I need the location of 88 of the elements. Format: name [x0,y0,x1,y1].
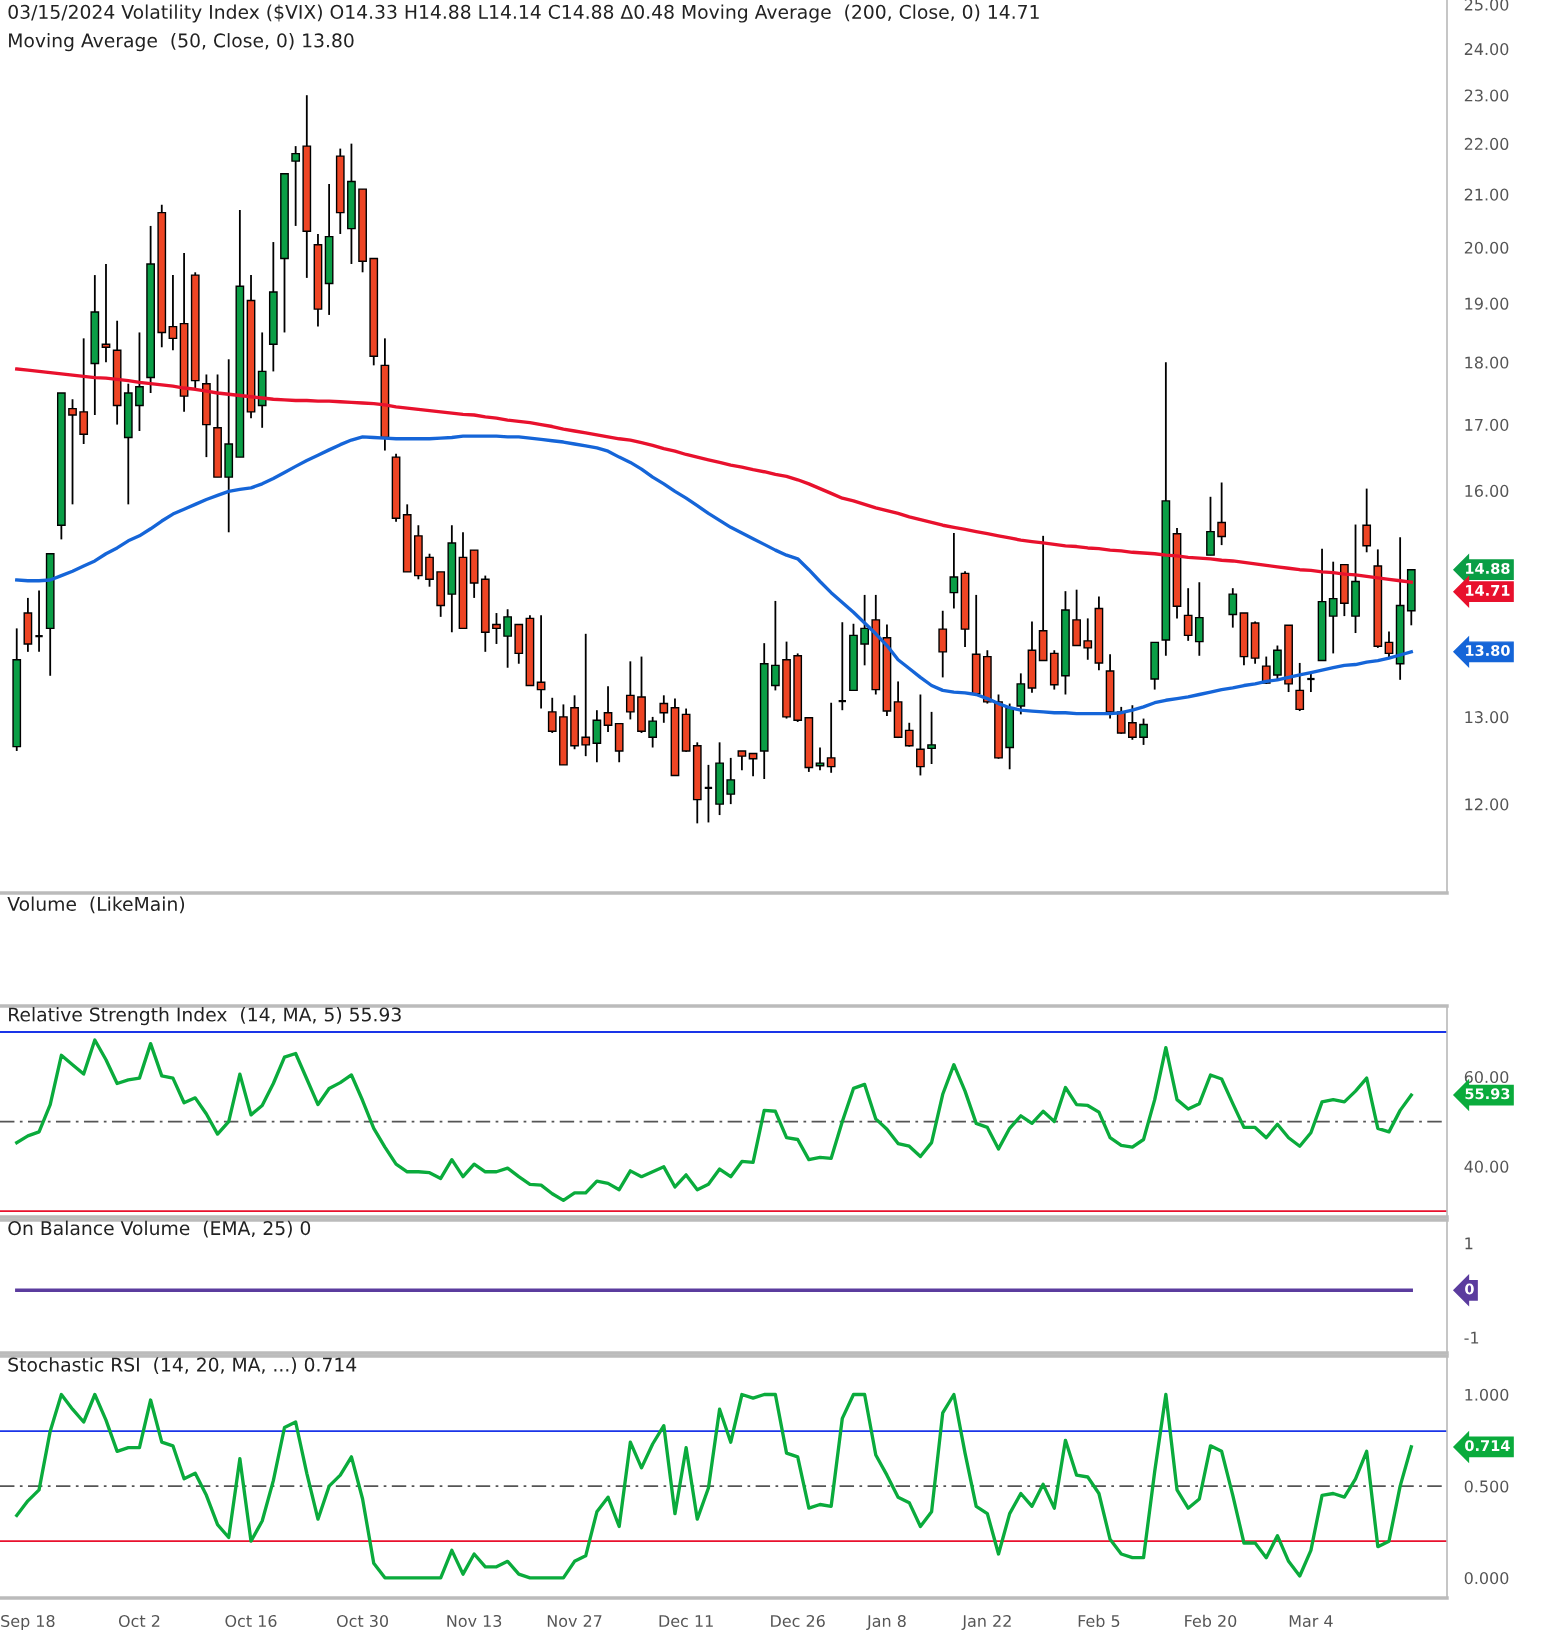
candlestick [1362,487,1372,554]
x-tick-label: Jan 8 [866,1614,906,1630]
chart-title: Stochastic RSI (14, 20, MA, ...) 0.714 [8,1357,357,1374]
y-tick-label: 24.00 [1464,43,1509,56]
x-tick-label: Oct 16 [225,1614,277,1628]
y-tick-label: 21.00 [1464,188,1509,201]
y-tick-label: 60.00 [1464,1071,1509,1084]
candlestick [592,709,602,764]
candlestick [1328,560,1338,655]
candlestick [1295,662,1305,712]
text: Moving Average (50, Close, 0) 13.80 [9,33,354,52]
line-series [15,1038,1413,1203]
x-tick-label: Nov 27 [547,1614,602,1628]
candlestick [1228,587,1238,629]
candlestick [168,274,178,352]
candlestick [1016,672,1026,716]
y-tick-label: 20.00 [1464,241,1509,254]
text: 0 [1465,1283,1474,1295]
candlestick [648,715,658,749]
y-tick-label: 40.00 [1464,1160,1509,1173]
candlestick [1217,481,1227,547]
candlestick [503,608,512,669]
candlestick [135,331,144,432]
line-series [15,367,1413,584]
candlestick [1194,581,1204,657]
line-series [15,1392,1413,1580]
candlestick [625,660,635,721]
candlestick [927,710,936,765]
candlestick [603,685,613,733]
y-tick-label: 23.00 [1464,89,1509,102]
candlestick [726,756,736,806]
candlestick [547,696,557,734]
text: 14.71 [1466,585,1510,596]
y-tick-label: 13.00 [1465,711,1509,724]
text: 0.714 [1465,1440,1510,1452]
y-tick-label: 0.500 [1464,1480,1509,1493]
candlestick [492,612,501,645]
x-tick-label: Feb 20 [1185,1614,1237,1628]
candlestick [1116,705,1126,735]
chart-title: On Balance Volume (EMA, 25) 0 [8,1220,311,1238]
candlestick [860,594,870,667]
candlestick [1183,587,1193,642]
x-tick-label: Nov 13 [447,1614,502,1628]
y-tick-label: 1 [1465,1237,1473,1250]
y-tick-label: 22.00 [1464,137,1509,150]
chart-title: 03/15/2024 Volatility Index ($VIX) O14.33 H14.88 L14.14 C14.88 Δ0.48 Moving Average (200, Close, 0) 14.71 [8,4,1039,23]
candlestick [425,552,434,588]
candlestick [1128,704,1137,741]
x-tick-label: Oct 30 [336,1614,389,1628]
candlestick [291,145,301,227]
candlestick [771,600,780,692]
candlestick [34,589,44,653]
x-tick-label: Sep 18 [1,1614,55,1631]
candlestick [826,701,836,774]
y-tick-label: 0.000 [1464,1572,1509,1585]
candlestick [659,694,669,724]
y-tick-label: 17.00 [1465,418,1509,431]
chart-title: Relative Strength Index (14, MA, 5) 55.93 [9,1007,401,1026]
candlestick [916,693,925,777]
x-tick-label: Mar 4 [1289,1615,1333,1628]
y-tick-label: 16.00 [1465,484,1509,497]
y-tick-label: -1 [1464,1331,1479,1344]
candlestick [1384,630,1394,660]
candlestick [737,750,747,772]
text: 14.88 [1466,562,1510,574]
x-tick-label: Dec 11 [659,1615,713,1628]
candlestick [1083,617,1093,661]
text: 55.93 [1465,1088,1510,1100]
y-tick-label: 19.00 [1465,297,1509,310]
candlestick [79,337,89,445]
y-tick-label: 12.00 [1465,798,1509,811]
candlestick [1206,495,1215,557]
candlestick [581,632,591,758]
x-tick-label: Jan 22 [961,1614,1011,1630]
candlestick [1139,717,1148,746]
text: Volume (LikeMain) [7,896,185,914]
x-tick-label: Feb 5 [1078,1614,1120,1628]
x-tick-label: Oct 2 [118,1614,160,1628]
candlestick [1306,672,1316,693]
candlestick [815,746,825,772]
candlestick [938,609,948,679]
text: 13.80 [1466,645,1510,657]
x-tick-label: Dec 26 [771,1614,825,1628]
candlestick [68,398,77,506]
candlestick [949,532,959,610]
y-tick-label: 1.000 [1465,1388,1509,1401]
candlestick [904,721,914,748]
y-tick-label: 18.00 [1465,356,1509,369]
